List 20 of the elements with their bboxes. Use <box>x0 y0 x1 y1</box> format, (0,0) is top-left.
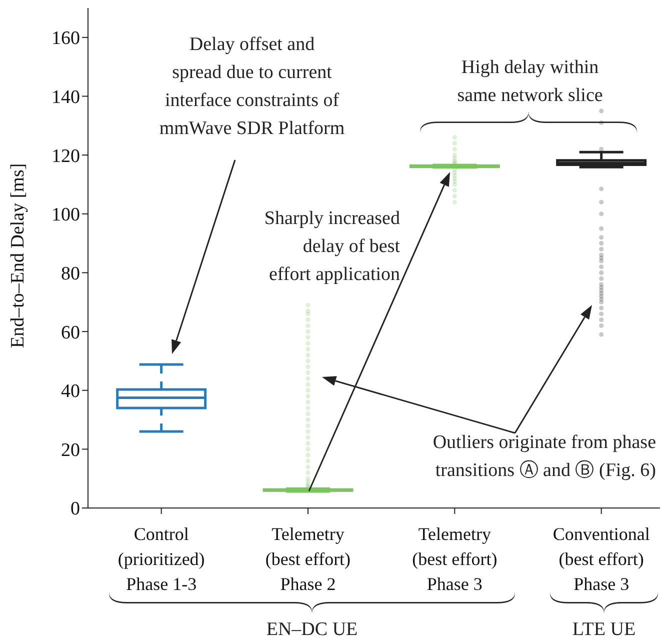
text: EN–DC UE <box>266 619 358 640</box>
y-tick-label: 0 <box>70 498 80 520</box>
annotation: Sharply increased delay of best effort application <box>264 208 401 285</box>
y-tick-label: 60 <box>61 322 80 344</box>
y-tick-label: 160 <box>52 28 80 50</box>
x-tick-label: Conventional (best effort) Phase 3 <box>552 524 650 594</box>
y-tick-label: 100 <box>52 204 80 226</box>
x-tick-label: Telemetry (best effort) Phase 2 <box>265 524 351 594</box>
annotation: High delay within same network slice <box>457 57 603 106</box>
y-tick-label: 120 <box>52 146 80 167</box>
x-tick-label: Control (prioritized) Phase 1-3 <box>118 524 205 594</box>
y-axis-title: End–to–End Delay [ms] <box>8 163 29 348</box>
annotation: Delay offset and spread due to current interface constraints of mmWave SDR Platform <box>159 34 345 139</box>
text: LTE UE <box>572 619 636 640</box>
y-tick-label: 40 <box>61 381 80 402</box>
x-tick-label: Telemetry (best effort) Phase 3 <box>412 524 498 594</box>
y-tick-label: 140 <box>52 86 80 108</box>
y-tick-label: 80 <box>61 263 80 284</box>
y-tick-label: 20 <box>61 440 80 461</box>
annotation: Outliers originate from phase transitions Ⓐ and Ⓑ (Fig. 6) <box>432 432 656 481</box>
